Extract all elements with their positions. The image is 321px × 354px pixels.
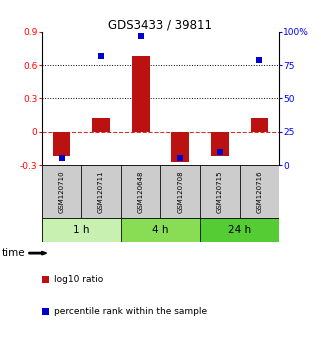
Point — [257, 57, 262, 63]
Point — [59, 155, 64, 161]
Text: 24 h: 24 h — [228, 225, 251, 235]
Bar — [92, 118, 110, 132]
FancyBboxPatch shape — [42, 218, 121, 242]
Bar — [211, 132, 229, 156]
Point — [178, 155, 183, 161]
Text: GSM120648: GSM120648 — [138, 170, 144, 213]
Text: GSM120716: GSM120716 — [256, 170, 263, 213]
FancyBboxPatch shape — [160, 165, 200, 218]
FancyBboxPatch shape — [200, 165, 240, 218]
FancyBboxPatch shape — [81, 165, 121, 218]
Text: 4 h: 4 h — [152, 225, 169, 235]
Text: GSM120708: GSM120708 — [177, 170, 183, 213]
FancyBboxPatch shape — [121, 218, 200, 242]
Bar — [251, 118, 268, 132]
Title: GDS3433 / 39811: GDS3433 / 39811 — [108, 19, 213, 32]
Point — [138, 33, 143, 39]
FancyBboxPatch shape — [200, 218, 279, 242]
Text: 1 h: 1 h — [73, 225, 90, 235]
Text: GSM120711: GSM120711 — [98, 170, 104, 213]
FancyBboxPatch shape — [121, 165, 160, 218]
Text: GSM120710: GSM120710 — [58, 170, 65, 213]
Bar — [132, 56, 150, 132]
FancyBboxPatch shape — [240, 165, 279, 218]
Bar — [171, 132, 189, 162]
Text: log10 ratio: log10 ratio — [54, 275, 103, 284]
Text: percentile rank within the sample: percentile rank within the sample — [54, 307, 207, 316]
Text: time: time — [2, 248, 25, 258]
FancyBboxPatch shape — [42, 165, 81, 218]
Bar — [53, 132, 70, 156]
Point — [99, 53, 104, 59]
Text: GSM120715: GSM120715 — [217, 170, 223, 213]
Point — [217, 149, 222, 155]
